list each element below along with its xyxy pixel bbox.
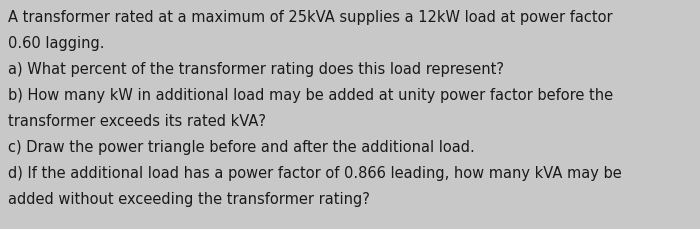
Text: b) How many kW in additional load may be added at unity power factor before the: b) How many kW in additional load may be… [8,88,613,103]
Text: transformer exceeds its rated kVA?: transformer exceeds its rated kVA? [8,114,266,128]
Text: added without exceeding the transformer rating?: added without exceeding the transformer … [8,191,370,206]
Text: A transformer rated at a maximum of 25kVA supplies a 12kW load at power factor: A transformer rated at a maximum of 25kV… [8,10,612,25]
Text: a) What percent of the transformer rating does this load represent?: a) What percent of the transformer ratin… [8,62,504,77]
Text: d) If the additional load has a power factor of 0.866 leading, how many kVA may : d) If the additional load has a power fa… [8,165,622,180]
Text: 0.60 lagging.: 0.60 lagging. [8,36,104,51]
Text: c) Draw the power triangle before and after the additional load.: c) Draw the power triangle before and af… [8,139,475,154]
